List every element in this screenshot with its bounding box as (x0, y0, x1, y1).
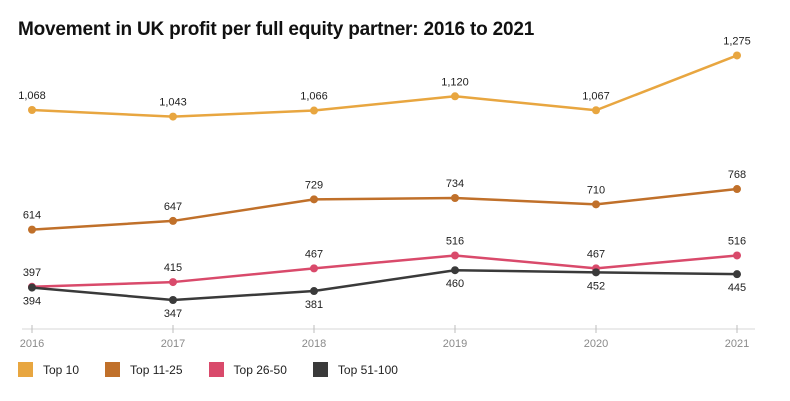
data-point (28, 283, 36, 292)
series-line (31, 268, 738, 302)
data-label: 734 (446, 178, 464, 190)
data-point (310, 287, 318, 296)
data-label: 768 (728, 169, 746, 181)
data-label: 729 (305, 179, 323, 191)
data-label: 394 (23, 296, 41, 308)
legend-swatch (312, 362, 328, 377)
legend-swatch (18, 362, 33, 377)
x-tick-label: 2017 (161, 338, 185, 350)
data-label: 415 (164, 262, 182, 274)
legend-item: Top 11-25 (105, 362, 183, 377)
data-label: 1,043 (159, 97, 187, 109)
data-label: 347 (164, 308, 182, 320)
data-label: 647 (164, 201, 182, 213)
data-label: 467 (305, 248, 323, 260)
data-label: 452 (587, 280, 605, 292)
data-point (169, 112, 177, 121)
data-point (169, 216, 177, 225)
data-point (451, 92, 459, 101)
data-point (451, 266, 459, 275)
data-label: 516 (728, 235, 746, 247)
data-point (592, 200, 600, 209)
data-label: 1,067 (582, 90, 610, 102)
chart-title: Movement in UK profit per full equity pa… (18, 19, 535, 40)
data-point (451, 251, 459, 260)
legend-label: Top 51-100 (337, 362, 398, 377)
data-point (310, 195, 318, 204)
data-label: 381 (305, 299, 323, 311)
data-point (592, 106, 600, 115)
data-label: 397 (23, 267, 41, 279)
data-label: 1,068 (18, 90, 46, 102)
data-point (733, 251, 741, 260)
series-line (31, 54, 738, 118)
legend-label: Top 26-50 (233, 362, 287, 377)
data-point (733, 51, 741, 60)
data-point (28, 106, 36, 115)
data-point (451, 194, 459, 203)
data-label: 1,275 (723, 35, 751, 47)
data-point (310, 264, 318, 273)
data-label: 1,120 (441, 76, 469, 88)
series-line (31, 254, 738, 289)
data-point (310, 106, 318, 115)
legend-item: Top 51-100 (312, 362, 398, 377)
data-label: 1,066 (300, 91, 328, 103)
data-point (169, 295, 177, 304)
legend-label: Top 11-25 (130, 362, 183, 377)
legend-item: Top 10 (18, 362, 79, 377)
data-label: 614 (23, 210, 41, 222)
data-point (592, 268, 600, 277)
data-label: 445 (728, 282, 746, 294)
data-point (169, 278, 177, 287)
data-label: 516 (446, 235, 464, 247)
data-point (28, 225, 36, 234)
legend-swatch (105, 362, 121, 377)
legend-item: Top 26-50 (208, 362, 287, 377)
x-tick-label: 2018 (302, 338, 326, 350)
x-tick-label: 2019 (443, 338, 467, 350)
legend-swatch (208, 362, 224, 377)
x-tick-label: 2021 (725, 338, 749, 350)
data-point (733, 185, 741, 194)
x-tick-label: 2016 (20, 338, 44, 350)
data-label: 710 (587, 184, 605, 196)
data-label: 460 (446, 278, 464, 290)
x-tick-label: 2020 (584, 338, 608, 350)
data-point (733, 270, 741, 279)
legend: Top 10 Top 11-25 Top 26-50 Top 51-100 (18, 362, 424, 377)
data-label: 467 (587, 248, 605, 260)
series-line (31, 187, 738, 231)
legend-label: Top 10 (43, 362, 80, 377)
